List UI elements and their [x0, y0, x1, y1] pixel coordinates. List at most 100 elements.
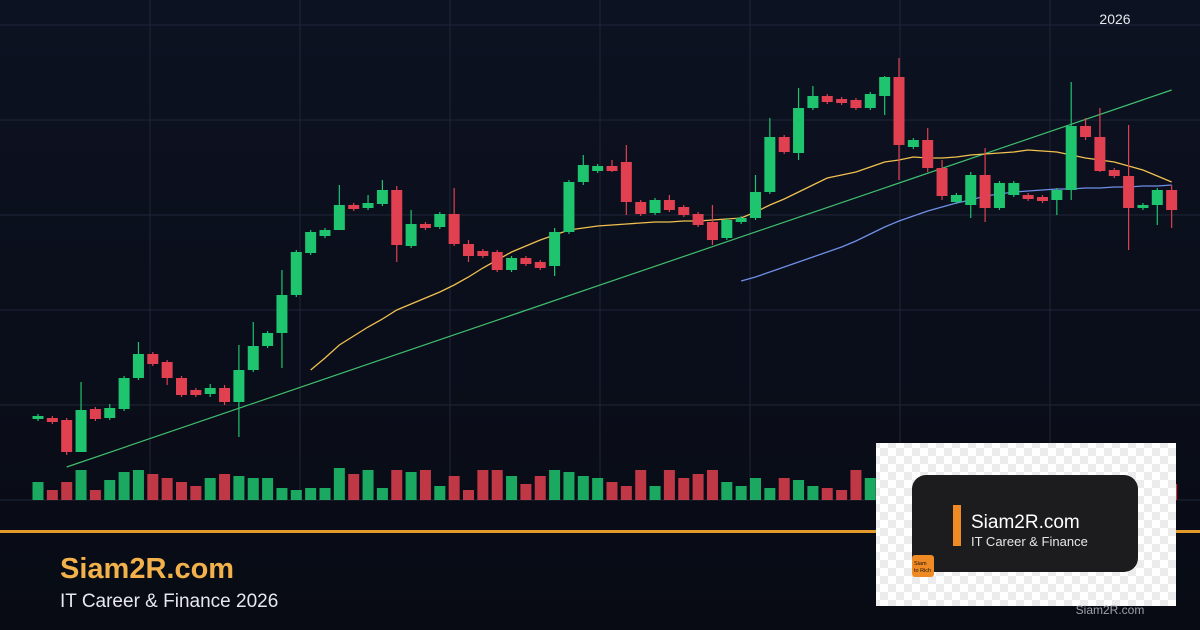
volume-bar: [419, 470, 431, 500]
candle-body: [219, 388, 231, 402]
candle-body: [262, 333, 274, 346]
candle-body: [821, 96, 833, 102]
brand-subtitle: IT Career & Finance 2026: [60, 591, 278, 612]
candle-body: [333, 205, 345, 230]
candle-body: [1137, 205, 1149, 208]
candle-body: [534, 262, 546, 268]
candle-body: [1151, 190, 1163, 205]
candle-body: [477, 251, 489, 256]
volume-bar: [147, 474, 159, 500]
candle-body: [993, 183, 1005, 208]
volume-bar: [276, 488, 288, 500]
volume-bar: [233, 476, 245, 500]
volume-bar: [620, 486, 632, 500]
volume-bar: [190, 486, 202, 500]
candle-body: [606, 166, 618, 171]
candle-body: [764, 137, 776, 192]
volume-bar: [520, 484, 532, 500]
volume-bar: [204, 478, 216, 500]
candle-body: [1022, 195, 1034, 199]
candle-body: [563, 182, 575, 232]
candle-body: [506, 258, 518, 270]
grid: [0, 0, 1200, 501]
volume-bar: [678, 478, 690, 500]
volume-bar: [132, 470, 144, 500]
badge-text: to Rich: [914, 568, 931, 574]
volume-bar: [592, 478, 604, 500]
volume-bar: [305, 488, 317, 500]
candle-body: [1051, 190, 1063, 200]
candle-body: [147, 354, 159, 364]
candle-body: [649, 200, 661, 213]
volume-bar: [750, 478, 761, 500]
volume-bar: [491, 470, 503, 500]
candle-body: [893, 77, 905, 145]
candle-body: [32, 416, 44, 419]
volume-bar: [319, 488, 331, 500]
candle-body: [549, 232, 561, 266]
volume-bar: [434, 486, 446, 500]
candle-body: [663, 200, 675, 210]
candle-body: [362, 203, 374, 208]
candle-body: [864, 94, 876, 108]
candle-body: [204, 388, 216, 394]
candle-body: [118, 378, 130, 409]
candle-body: [1166, 190, 1178, 210]
period-label: 2026: [1099, 11, 1130, 27]
volume-bar: [247, 478, 259, 500]
candle-body: [592, 166, 604, 171]
volume-bar: [864, 478, 876, 500]
candle-body: [89, 409, 101, 419]
volume-bar: [463, 490, 474, 500]
volume-bar: [764, 488, 776, 500]
trend-line: [66, 89, 1172, 468]
candle-body: [190, 390, 202, 395]
volume-bar: [778, 478, 790, 500]
candle-body: [319, 230, 331, 236]
candle-body: [391, 190, 403, 245]
candle-body: [1008, 183, 1020, 195]
logo-box: [912, 475, 1138, 572]
badge-text: Siam: [914, 561, 927, 567]
volume-bar: [104, 480, 116, 500]
volume-bar: [549, 470, 561, 500]
candle-body: [419, 224, 431, 228]
candle-body: [1080, 126, 1092, 137]
candle-body: [979, 175, 991, 208]
candle-body: [678, 207, 690, 215]
volume-bar: [606, 482, 618, 500]
candle-body: [879, 77, 891, 96]
candle-body: [907, 140, 919, 147]
volume-bar: [735, 486, 747, 500]
candle-body: [376, 190, 388, 204]
candle-body: [491, 252, 503, 270]
candle-body: [965, 175, 977, 205]
candle-body: [721, 220, 733, 238]
volume-bar: [721, 482, 733, 500]
candle-body: [692, 214, 704, 225]
candle-body: [577, 165, 589, 182]
volume-bar: [635, 470, 647, 500]
candle-body: [176, 378, 187, 395]
volume-bar: [333, 468, 345, 500]
volume-bar: [477, 470, 489, 500]
candle-body: [305, 232, 317, 253]
logo-bar: [953, 505, 961, 546]
volume-bar: [118, 472, 130, 500]
volume-bar: [649, 486, 661, 500]
candle-body: [75, 410, 87, 452]
candle-body: [635, 202, 647, 214]
candle-body: [1065, 126, 1077, 190]
volume-bar: [89, 490, 101, 500]
candle-body: [290, 252, 302, 295]
candle-body: [1094, 137, 1106, 171]
candle-body: [620, 162, 632, 202]
volume-bar: [577, 476, 589, 500]
volume-bar: [563, 472, 575, 500]
volume-bar: [692, 474, 704, 500]
volume-bar: [534, 476, 546, 500]
candle-body: [104, 408, 116, 418]
volume-bar: [706, 470, 718, 500]
candle-body: [1123, 176, 1135, 208]
volume-bar: [405, 472, 417, 500]
